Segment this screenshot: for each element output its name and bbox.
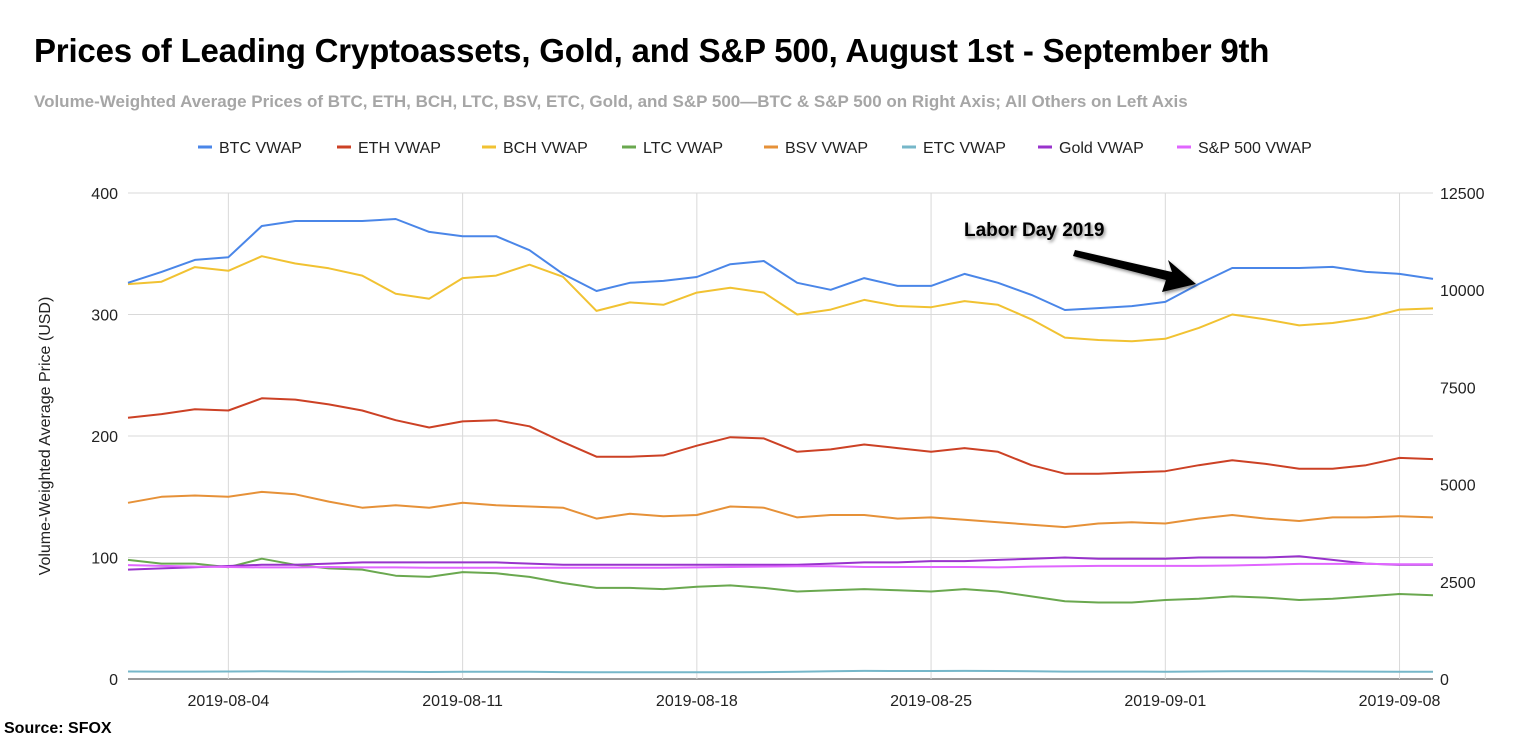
gridlines [128, 192, 1433, 680]
axes: 0 100 200 300 400 0 2500 5000 7500 10000 12500 2019… [91, 186, 1484, 710]
y-right-tick-label: 12500 [1440, 186, 1485, 203]
y-right-tick-label: 7500 [1440, 380, 1476, 397]
x-tick-label: 2019-08-04 [187, 693, 269, 710]
series-lines [127, 218, 1434, 674]
legend: BTC VWAP ETH VWAP BCH VWAP LTC VWAP BSV VWAP… [198, 140, 1312, 157]
legend-item: Gold VWAP [1038, 140, 1144, 157]
y-left-tick-label: 0 [109, 672, 118, 689]
legend-item: BCH VWAP [482, 140, 588, 157]
legend-item: ETC VWAP [902, 140, 1006, 157]
annotation-label: Labor Day 2019 [964, 220, 1104, 241]
x-tick-label: 2019-09-01 [1124, 693, 1206, 710]
series-line-gold-vwap [127, 555, 1433, 571]
series-line-bsv-vwap [127, 490, 1434, 529]
legend-item: BTC VWAP [198, 140, 302, 157]
series-line-etc-vwap [127, 669, 1433, 674]
legend-label: ETC VWAP [923, 140, 1006, 157]
chart-title: Prices of Leading Cryptoassets, Gold, an… [34, 32, 1270, 69]
y-right-tick-label: 10000 [1440, 283, 1485, 300]
series-line-eth-vwap [127, 397, 1434, 475]
legend-label: S&P 500 VWAP [1198, 140, 1312, 157]
source-note: Source: SFOX [4, 720, 112, 737]
x-tick-label: 2019-09-08 [1359, 693, 1441, 710]
y-right-tick-label: 5000 [1440, 478, 1476, 495]
chart-subtitle: Volume-Weighted Average Prices of BTC, E… [34, 92, 1188, 111]
legend-item: ETH VWAP [337, 140, 441, 157]
series-line-s-p-500-vwap [127, 562, 1433, 569]
y-left-tick-label: 300 [91, 308, 118, 325]
legend-label: LTC VWAP [643, 140, 723, 157]
y-left-tick-label: 200 [91, 429, 118, 446]
legend-label: BSV VWAP [785, 140, 868, 157]
series-line-btc-vwap [127, 218, 1434, 311]
series-line-ltc-vwap [127, 557, 1434, 604]
legend-item: BSV VWAP [764, 140, 868, 157]
x-tick-label: 2019-08-11 [422, 693, 503, 710]
x-tick-label: 2019-08-18 [656, 693, 738, 710]
y-left-tick-label: 400 [91, 186, 118, 203]
legend-label: Gold VWAP [1059, 140, 1144, 157]
x-tick-label: 2019-08-25 [890, 693, 972, 710]
annotation: Labor Day 2019 [964, 220, 1196, 292]
y-axis-title: Volume-Weighted Average Price (USD) [37, 297, 54, 576]
y-right-tick-label: 2500 [1440, 575, 1476, 592]
y-right-tick-label: 0 [1440, 672, 1449, 689]
annotation-arrow-icon [1073, 250, 1196, 292]
legend-label: ETH VWAP [358, 140, 441, 157]
y-left-tick-label: 100 [91, 551, 118, 568]
series-line-bch-vwap [127, 255, 1434, 343]
legend-item: S&P 500 VWAP [1177, 140, 1312, 157]
legend-label: BTC VWAP [219, 140, 302, 157]
legend-item: LTC VWAP [622, 140, 723, 157]
legend-label: BCH VWAP [503, 140, 588, 157]
